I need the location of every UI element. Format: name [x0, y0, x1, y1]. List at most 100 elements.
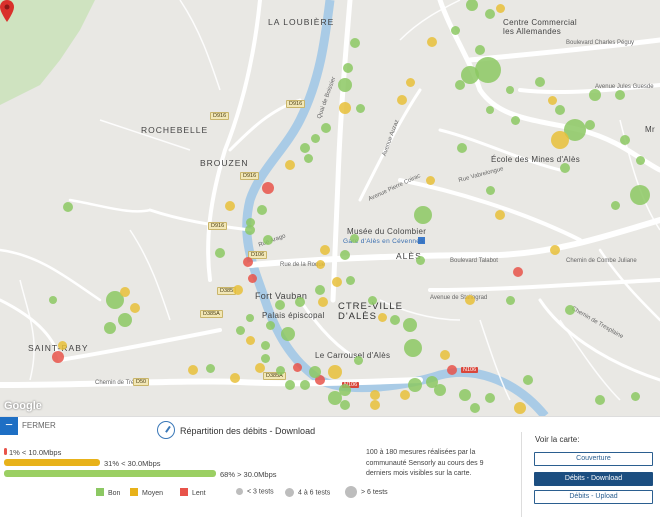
measurement-dot[interactable]: [585, 120, 595, 130]
measurement-dot[interactable]: [485, 9, 495, 19]
measurement-dot[interactable]: [370, 390, 380, 400]
measurement-dot[interactable]: [513, 267, 523, 277]
measurement-dot[interactable]: [555, 105, 565, 115]
measurement-dot[interactable]: [275, 365, 285, 375]
measurement-dot[interactable]: [233, 285, 243, 295]
measurement-dot[interactable]: [49, 296, 57, 304]
measurement-dot[interactable]: [367, 295, 377, 305]
measurement-dot[interactable]: [332, 277, 342, 287]
close-label[interactable]: FERMER: [22, 421, 56, 430]
measurement-dot[interactable]: [610, 200, 620, 210]
measurement-dot[interactable]: [475, 45, 485, 55]
measurement-dot[interactable]: [457, 143, 467, 153]
measurement-dot[interactable]: [320, 245, 330, 255]
measurement-dot[interactable]: [247, 273, 257, 283]
measurement-dot[interactable]: [315, 285, 325, 295]
measurement-dot[interactable]: [318, 297, 328, 307]
measurement-dot[interactable]: [455, 80, 465, 90]
measurement-dot[interactable]: [450, 25, 460, 35]
measurement-dot[interactable]: [52, 351, 64, 363]
measurement-dot[interactable]: [63, 202, 73, 212]
measurement-dot[interactable]: [495, 3, 505, 13]
measurement-dot[interactable]: [485, 393, 495, 403]
measurement-dot[interactable]: [403, 318, 417, 332]
measurement-dot[interactable]: [106, 291, 124, 309]
measurement-dot[interactable]: [408, 378, 422, 392]
measurement-dot[interactable]: [263, 235, 273, 245]
measurement-dot[interactable]: [459, 389, 471, 401]
measurement-dot[interactable]: [245, 335, 255, 345]
measurement-dot[interactable]: [118, 313, 132, 327]
measurement-dot[interactable]: [246, 314, 254, 322]
measurement-dot[interactable]: [595, 395, 605, 405]
measurement-dot[interactable]: [310, 133, 320, 143]
debits-download-button[interactable]: Débits - Download: [534, 472, 653, 486]
measurement-dot[interactable]: [350, 38, 360, 48]
measurement-dot[interactable]: [414, 206, 432, 224]
measurement-dot[interactable]: [328, 365, 342, 379]
measurement-dot[interactable]: [447, 365, 457, 375]
measurement-dot[interactable]: [265, 320, 275, 330]
measurement-dot[interactable]: [440, 350, 450, 360]
couverture-button[interactable]: Couverture: [534, 452, 653, 466]
measurement-dot[interactable]: [343, 63, 353, 73]
measurement-dot[interactable]: [243, 257, 253, 267]
measurement-dot[interactable]: [523, 375, 533, 385]
measurement-dot[interactable]: [262, 182, 274, 194]
measurement-dot[interactable]: [465, 295, 475, 305]
measurement-dot[interactable]: [560, 163, 570, 173]
measurement-dot[interactable]: [635, 155, 645, 165]
measurement-dot[interactable]: [230, 373, 240, 383]
measurement-dot[interactable]: [255, 363, 265, 373]
measurement-dot[interactable]: [353, 355, 363, 365]
measurement-dot[interactable]: [292, 362, 302, 372]
measurement-dot[interactable]: [315, 259, 325, 269]
measurement-dot[interactable]: [245, 217, 255, 227]
measurement-dot[interactable]: [415, 255, 425, 265]
measurement-dot[interactable]: [300, 143, 310, 153]
measurement-dot[interactable]: [309, 366, 321, 378]
measurement-dot[interactable]: [295, 297, 305, 307]
location-pin-icon[interactable]: [0, 0, 14, 22]
measurement-dot[interactable]: [514, 402, 526, 414]
measurement-dot[interactable]: [377, 312, 387, 322]
measurement-dot[interactable]: [340, 250, 350, 260]
measurement-dot[interactable]: [615, 90, 625, 100]
measurement-dot[interactable]: [300, 380, 310, 390]
measurement-dot[interactable]: [475, 57, 501, 83]
measurement-dot[interactable]: [188, 365, 198, 375]
debits-upload-button[interactable]: Débits - Upload: [534, 490, 653, 504]
measurement-dot[interactable]: [425, 175, 435, 185]
measurement-dot[interactable]: [495, 210, 505, 220]
measurement-dot[interactable]: [285, 160, 295, 170]
measurement-dot[interactable]: [328, 391, 342, 405]
measurement-dot[interactable]: [390, 315, 400, 325]
measurement-dot[interactable]: [397, 95, 407, 105]
measurement-dot[interactable]: [535, 77, 545, 87]
measurement-dot[interactable]: [303, 153, 313, 163]
measurement-dot[interactable]: [120, 287, 130, 297]
measurement-dot[interactable]: [104, 322, 116, 334]
measurement-dot[interactable]: [339, 102, 351, 114]
measurement-dot[interactable]: [485, 185, 495, 195]
measurement-dot[interactable]: [215, 248, 225, 258]
measurement-dot[interactable]: [260, 353, 270, 363]
measurement-dot[interactable]: [339, 384, 351, 396]
measurement-dot[interactable]: [349, 233, 359, 243]
measurement-dot[interactable]: [506, 86, 514, 94]
measurement-dot[interactable]: [245, 225, 255, 235]
measurement-dot[interactable]: [400, 390, 410, 400]
measurement-dot[interactable]: [427, 37, 437, 47]
measurement-dot[interactable]: [551, 131, 569, 149]
measurement-dot[interactable]: [345, 275, 355, 285]
measurement-dot[interactable]: [550, 245, 560, 255]
measurement-dot[interactable]: [57, 340, 67, 350]
measurement-dot[interactable]: [620, 135, 630, 145]
minus-icon[interactable]: −: [0, 417, 18, 435]
measurement-dot[interactable]: [285, 380, 295, 390]
measurement-dot[interactable]: [338, 78, 352, 92]
measurement-dot[interactable]: [461, 66, 479, 84]
measurement-dot[interactable]: [486, 106, 494, 114]
measurement-dot[interactable]: [225, 201, 235, 211]
measurement-dot[interactable]: [470, 403, 480, 413]
